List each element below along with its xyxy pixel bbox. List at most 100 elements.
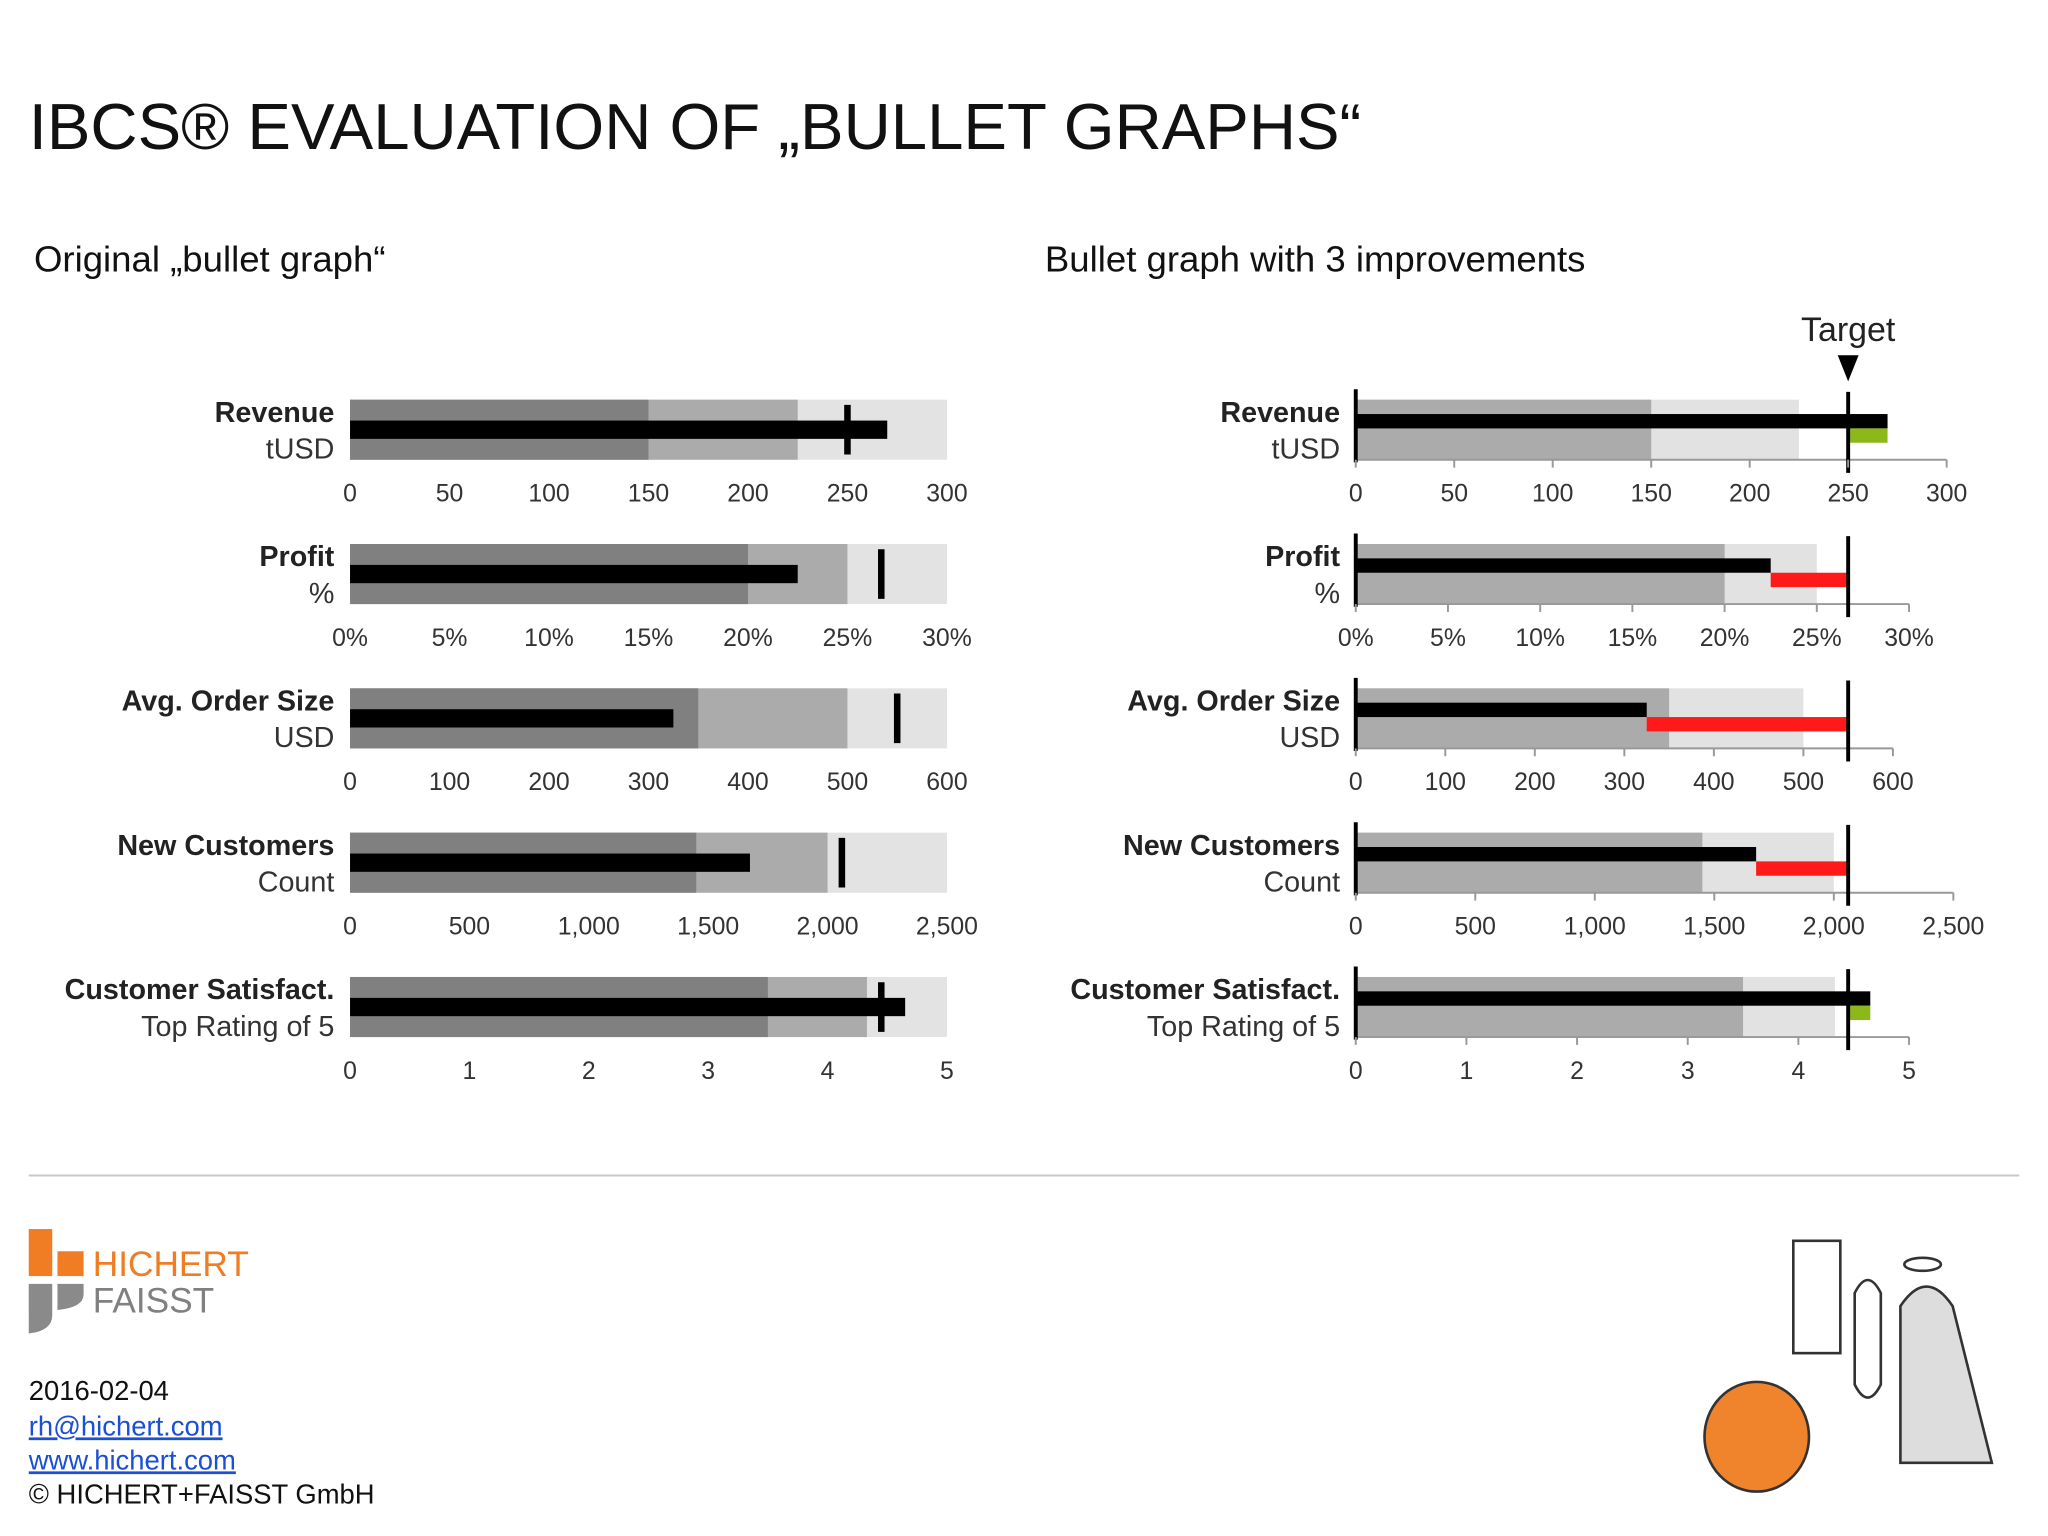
row-unit: USD <box>1279 722 1340 754</box>
x-tick-label: 50 <box>1440 481 1468 508</box>
x-tick-label: 25% <box>1792 625 1842 652</box>
x-tick-label: 30% <box>922 625 972 652</box>
x-tick-label: 0 <box>343 769 357 796</box>
x-tick-label: 500 <box>1455 914 1496 941</box>
x-tick-label: 4 <box>821 1058 835 1085</box>
x-tick-label: 300 <box>1604 769 1645 796</box>
x-tick-label: 4 <box>1791 1058 1805 1085</box>
x-tick-label: 600 <box>1872 769 1913 796</box>
x-tick-label: 600 <box>926 769 967 796</box>
x-tick-label: 300 <box>1926 481 1967 508</box>
x-tick-label: 1,000 <box>1564 914 1626 941</box>
x-tick-label: 10% <box>524 625 574 652</box>
cartoon <box>1703 1239 1994 1493</box>
x-tick-label: 10% <box>1515 625 1565 652</box>
x-tick-label: 25% <box>823 625 873 652</box>
annotation-arrow <box>1837 355 1859 382</box>
x-tick-label: 1,500 <box>1683 914 1745 941</box>
variance-bar <box>1770 572 1849 588</box>
footer-website[interactable]: www.hichert.com <box>28 1444 236 1475</box>
x-tick-label: 100 <box>1532 481 1573 508</box>
row-unit: Top Rating of 5 <box>1147 1011 1340 1043</box>
row-label: Avg. Order Size <box>122 686 335 718</box>
x-tick-label: 500 <box>449 914 490 941</box>
logo-block <box>28 1229 53 1277</box>
x-tick-label: 500 <box>827 769 868 796</box>
x-tick-label: 150 <box>1631 481 1672 508</box>
x-tick-label: 150 <box>628 481 669 508</box>
x-tick-label: 0 <box>1349 481 1363 508</box>
x-tick-label: 5 <box>1902 1058 1916 1085</box>
x-tick-label: 250 <box>1827 481 1868 508</box>
x-tick-label: 1,500 <box>677 914 739 941</box>
footer-date: 2016-02-04 <box>29 1375 169 1406</box>
row-label: Customer Satisfact. <box>65 974 335 1006</box>
value-bar <box>350 709 674 728</box>
value-bar <box>1355 702 1647 718</box>
x-tick-label: 2 <box>1570 1058 1584 1085</box>
row-label: Revenue <box>215 397 335 429</box>
x-tick-label: 2 <box>582 1058 596 1085</box>
row-unit: Count <box>258 866 335 898</box>
variance-bar <box>1848 428 1888 443</box>
range-band <box>1355 688 1670 749</box>
x-tick-label: 1 <box>1460 1058 1474 1085</box>
x-tick-label: 3 <box>1681 1058 1695 1085</box>
x-tick-label: 2,000 <box>797 914 859 941</box>
x-tick-label: 3 <box>701 1058 715 1085</box>
x-tick-label: 250 <box>827 481 868 508</box>
value-bar <box>350 997 906 1017</box>
x-tick-label: 2,000 <box>1803 914 1865 941</box>
x-tick-label: 0 <box>1349 769 1363 796</box>
range-band <box>1355 399 1652 460</box>
cartoon-letter <box>1791 1239 1842 1355</box>
x-tick-label: 20% <box>1700 625 1750 652</box>
value-bar <box>1355 414 1888 429</box>
logo-text: HICHERT <box>93 1245 249 1284</box>
x-tick-label: 5 <box>940 1058 954 1085</box>
row-label: Profit <box>1265 541 1340 573</box>
x-tick-label: 5% <box>1430 625 1466 652</box>
x-tick-label: 15% <box>1608 625 1658 652</box>
row-label: Avg. Order Size <box>1127 686 1340 718</box>
x-tick-label: 1,000 <box>558 914 620 941</box>
x-tick-label: 30% <box>1884 625 1934 652</box>
row-label: Profit <box>259 541 334 573</box>
variance-bar <box>1756 861 1849 876</box>
row-unit: USD <box>274 722 335 754</box>
annotation: Target <box>1801 311 1896 349</box>
x-tick-label: 2,500 <box>916 914 978 941</box>
row-unit: % <box>1315 578 1341 610</box>
row-unit: % <box>309 578 335 610</box>
logo-text: FAISST <box>93 1282 214 1321</box>
variance-bar <box>1646 717 1849 732</box>
logo-block <box>57 1283 84 1311</box>
footer-email[interactable]: rh@hichert.com <box>29 1410 223 1441</box>
x-tick-label: 20% <box>723 625 773 652</box>
x-tick-label: 0 <box>1349 1058 1363 1085</box>
x-tick-label: 300 <box>926 481 967 508</box>
x-tick-label: 0 <box>343 481 357 508</box>
row-label: Revenue <box>1220 397 1340 429</box>
panel-subtitle: Bullet graph with 3 improvements <box>1045 239 1586 280</box>
x-tick-label: 500 <box>1783 769 1824 796</box>
x-tick-label: 400 <box>1693 769 1734 796</box>
x-tick-label: 100 <box>528 481 569 508</box>
x-tick-label: 2,500 <box>1922 914 1984 941</box>
row-label: New Customers <box>117 830 334 862</box>
x-tick-label: 50 <box>436 481 464 508</box>
logo-block <box>57 1251 84 1277</box>
x-tick-label: 200 <box>528 769 569 796</box>
range-band <box>1355 976 1744 1038</box>
x-tick-label: 200 <box>1514 769 1555 796</box>
value-bar <box>350 853 750 872</box>
x-tick-label: 200 <box>727 481 768 508</box>
x-tick-label: 0% <box>332 625 368 652</box>
value-bar <box>1355 991 1871 1006</box>
value-bar <box>1355 558 1771 573</box>
x-tick-label: 300 <box>628 769 669 796</box>
row-unit: Top Rating of 5 <box>141 1011 334 1043</box>
footer-copyright: © HICHERT+FAISST GmbH <box>29 1478 375 1509</box>
